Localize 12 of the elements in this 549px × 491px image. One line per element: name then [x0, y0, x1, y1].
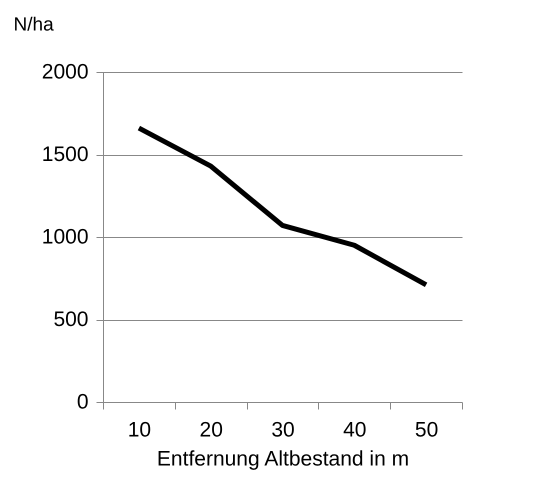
y-tick-label: 500 — [53, 308, 88, 331]
x-tick-label: 10 — [128, 418, 152, 442]
y-tick-label: 1000 — [42, 226, 88, 248]
x-tick-label: 20 — [200, 418, 223, 442]
x-tick-label: 40 — [343, 418, 366, 442]
x-axis-title: Entfernung Altbestand in m — [156, 448, 410, 470]
y-tick-label: 1500 — [42, 143, 88, 166]
y-tick-label: 0 — [76, 390, 88, 414]
y-axis-title: N/ha — [14, 14, 54, 36]
x-tick-label: 50 — [414, 418, 438, 442]
y-tick-label: 2000 — [42, 60, 88, 84]
x-tick-label: 30 — [271, 418, 295, 442]
